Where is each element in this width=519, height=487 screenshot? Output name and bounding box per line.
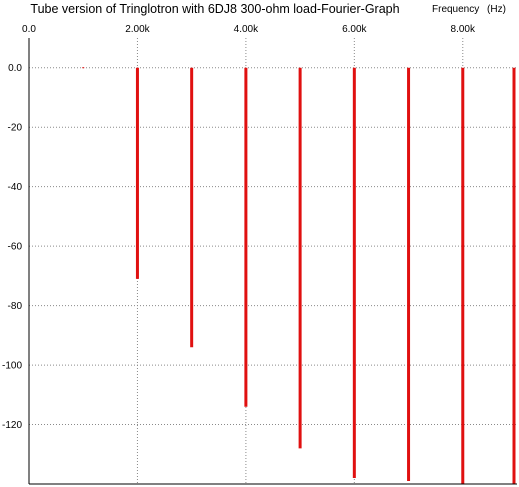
y-tick-label: -60 [8, 242, 23, 253]
chart-title: Tube version of Tringlotron with 6DJ8 30… [30, 2, 400, 16]
y-tick-label: 0.0 [8, 63, 22, 74]
y-tick-label: -20 [8, 123, 23, 134]
tick-labels: 0.0 2.00k 4.00k 6.00k 8.00k 0.0 -20 -40 -60 -80 -1… [2, 24, 476, 431]
y-tick-label: -80 [8, 301, 23, 312]
x-tick-label: 0.0 [22, 24, 36, 35]
x-tick-label: 4.00k [234, 24, 259, 35]
y-tick-label: -100 [2, 361, 22, 372]
plot-frame [28, 38, 517, 485]
x-tick-label: 2.00k [125, 24, 150, 35]
spectrum-bars [82, 67, 516, 484]
grid-lines [29, 38, 517, 484]
x-axis-label: Frequency (Hz) [432, 4, 506, 15]
x-tick-label: 6.00k [342, 24, 367, 35]
y-tick-label: -120 [2, 420, 22, 431]
y-tick-label: -40 [8, 182, 23, 193]
x-tick-label: 8.00k [451, 24, 476, 35]
